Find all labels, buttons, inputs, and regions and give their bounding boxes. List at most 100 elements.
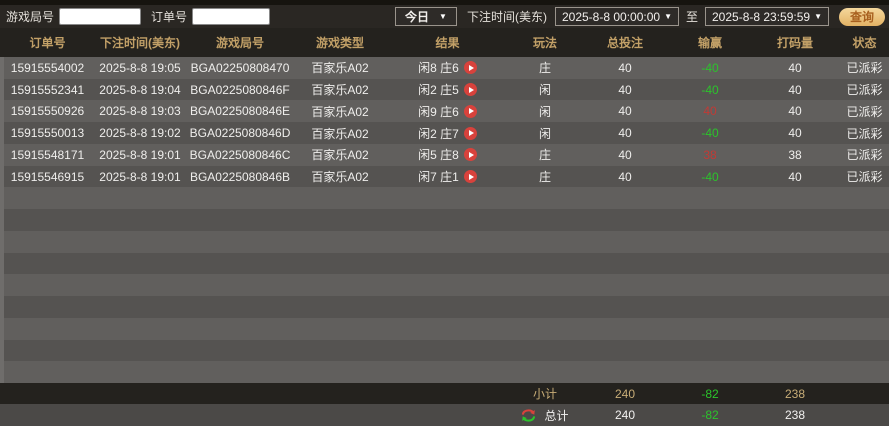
cell-rolling: 38 (788, 147, 802, 162)
play-video-icon[interactable] (463, 126, 477, 140)
search-button[interactable]: 查询 (839, 7, 885, 26)
header-round-id: 游戏局号 (215, 36, 264, 50)
cell-bet-time: 2025-8-8 19:02 (99, 126, 181, 141)
cell-play: 闲 (538, 126, 551, 141)
cell-bet-time: 2025-8-8 19:05 (99, 60, 181, 75)
grand-total-row: 总计 240 -82 238 (0, 404, 889, 426)
cell-total-bet: 40 (618, 169, 632, 184)
cell-order-id: 15915554002 (10, 60, 85, 75)
cell-play: 庄 (538, 170, 551, 185)
header-result: 结果 (435, 36, 460, 50)
cell-status: 已派彩 (846, 148, 883, 163)
play-video-icon[interactable] (463, 83, 477, 97)
grand-total-rolling: 238 (784, 408, 806, 422)
cell-status: 已派彩 (846, 126, 883, 141)
header-rolling: 打码量 (776, 36, 813, 50)
table-header-row: 订单号 下注时间(美东) 游戏局号 游戏类型 结果 玩法 总投注 输赢 打码量 … (0, 28, 889, 57)
play-video-icon[interactable] (463, 104, 477, 118)
subtotal-rolling: 238 (784, 386, 806, 401)
cell-game-type: 百家乐A02 (311, 104, 369, 119)
subtotal-win-loss: -82 (701, 386, 719, 401)
cell-bet-time: 2025-8-8 19:04 (99, 82, 181, 97)
cell-round-id: BGA0225080846E (189, 104, 291, 119)
table-body: 15915554002 2025-8-8 19:05 BGA02250808470 百… (0, 57, 889, 384)
bet-time-label: 下注时间(美东) (466, 10, 547, 24)
order-number-input[interactable] (192, 8, 271, 25)
cell-win-loss: 40 (703, 104, 717, 119)
empty-table-row (0, 361, 889, 384)
cell-game-type: 百家乐A02 (311, 61, 369, 76)
cell-round-id: BGA0225080846F (190, 82, 290, 97)
cell-status: 已派彩 (846, 104, 883, 119)
to-label: 至 (685, 10, 698, 24)
cell-game-type: 百家乐A02 (311, 148, 369, 163)
cell-bet-time: 2025-8-8 19:03 (99, 104, 181, 119)
table-row[interactable]: 15915550013 2025-8-8 19:02 BGA0225080846D 百… (0, 122, 889, 144)
play-video-icon[interactable] (463, 61, 477, 75)
table-row[interactable]: 15915548171 2025-8-8 19:01 BGA0225080846C 百… (0, 143, 889, 166)
table-row[interactable]: 15915546915 2025-8-8 19:01 BGA0225080846B 百… (0, 165, 889, 188)
cell-win-loss: -40 (701, 82, 719, 97)
period-selected-value: 今日 (405, 10, 430, 24)
cell-result: 闲9 庄6 (385, 103, 510, 120)
cell-bet-time: 2025-8-8 19:01 (99, 169, 181, 184)
period-select[interactable]: 今日 ▼ (394, 7, 457, 26)
cell-round-id: BGA0225080846C (189, 147, 291, 162)
game-round-input[interactable] (59, 8, 142, 25)
cell-result: 闲2 庄5 (385, 81, 510, 98)
cell-round-id: BGA0225080846D (189, 126, 291, 141)
cell-game-type: 百家乐A02 (311, 126, 369, 141)
cell-rolling: 40 (788, 126, 802, 141)
result-text: 闲9 庄6 (418, 104, 459, 119)
play-video-icon[interactable] (463, 170, 477, 184)
table-row[interactable]: 15915550926 2025-8-8 19:03 BGA0225080846E 百… (0, 100, 889, 123)
filter-bar: 游戏局号 订单号 今日 ▼ 下注时间(美东) 2025-8-8 00:00:00… (0, 5, 889, 28)
cell-round-id: BGA0225080846B (189, 169, 291, 184)
header-status: 状态 (852, 36, 877, 50)
start-time-value: 2025-8-8 00:00:00 (561, 9, 661, 24)
cell-rolling: 40 (788, 169, 802, 184)
chevron-down-icon: ▼ (814, 11, 822, 21)
order-number-label: 订单号 (151, 10, 188, 24)
end-time-select[interactable]: 2025-8-8 23:59:59 ▼ (705, 7, 829, 26)
table-row[interactable]: 15915554002 2025-8-8 19:05 BGA02250808470 百… (0, 57, 889, 79)
subtotal-total-bet: 240 (614, 386, 636, 401)
cell-win-loss: -40 (701, 169, 719, 184)
empty-table-row (0, 317, 889, 340)
cell-play: 闲 (538, 104, 551, 119)
cell-order-id: 15915550926 (10, 104, 85, 119)
grand-total-total-bet: 240 (614, 408, 636, 422)
cell-rolling: 40 (788, 104, 802, 119)
table-row[interactable]: 15915552341 2025-8-8 19:04 BGA0225080846F 百… (0, 78, 889, 101)
header-play: 玩法 (532, 36, 557, 50)
grand-total-win-loss: -82 (701, 408, 719, 422)
game-round-label: 游戏局号 (6, 10, 55, 24)
header-bet-time: 下注时间(美东) (100, 36, 180, 50)
empty-table-row (0, 187, 889, 210)
cell-status: 已派彩 (846, 61, 883, 76)
cell-order-id: 15915548171 (10, 147, 85, 162)
play-video-icon[interactable] (463, 148, 477, 162)
cell-win-loss: -40 (701, 60, 719, 75)
header-order-id: 订单号 (29, 36, 66, 50)
cell-total-bet: 40 (618, 147, 632, 162)
cell-total-bet: 40 (618, 60, 632, 75)
start-time-select[interactable]: 2025-8-8 00:00:00 ▼ (554, 7, 679, 26)
header-win-loss: 输赢 (697, 36, 722, 50)
left-scroll-strip (0, 57, 4, 383)
empty-table-row (0, 339, 889, 362)
cell-play: 庄 (538, 148, 551, 163)
header-game-type: 游戏类型 (315, 36, 364, 50)
cell-result: 闲5 庄8 (385, 146, 510, 163)
cell-game-type: 百家乐A02 (311, 170, 369, 185)
result-text: 闲5 庄8 (418, 148, 459, 163)
empty-table-row (0, 230, 889, 253)
empty-table-row (0, 274, 889, 297)
result-text: 闲2 庄7 (418, 126, 459, 141)
exchange-refresh-icon[interactable] (521, 408, 536, 422)
subtotal-row: 小计 240 -82 238 (0, 383, 889, 404)
chevron-down-icon: ▼ (439, 11, 447, 21)
result-text: 闲7 庄1 (418, 170, 459, 185)
top-strip (0, 0, 889, 5)
cell-result: 闲7 庄1 (385, 168, 510, 185)
